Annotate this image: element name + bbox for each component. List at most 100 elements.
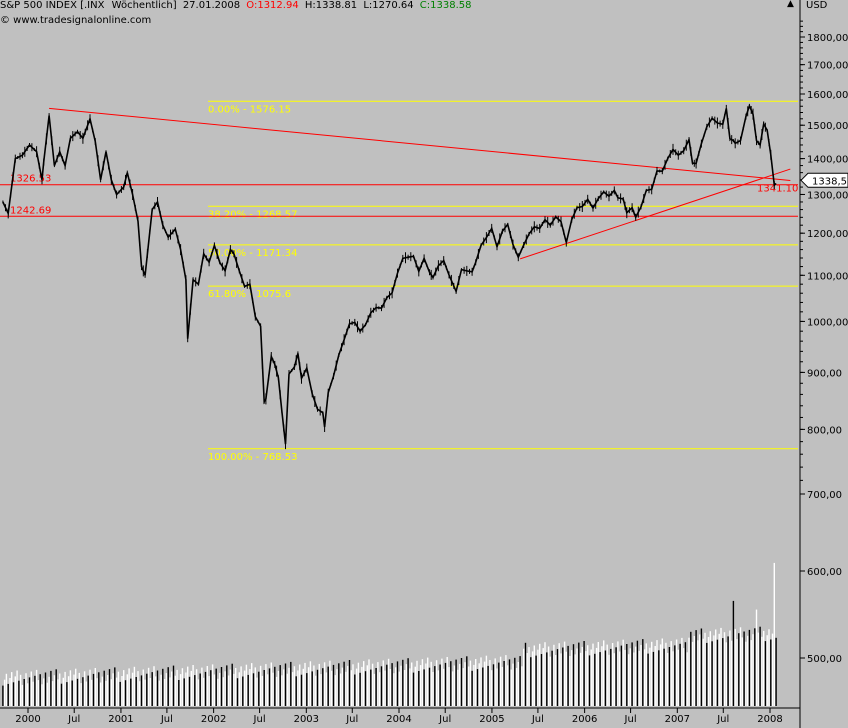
y-axis-unit: USD xyxy=(806,0,828,11)
volume-bar xyxy=(421,659,424,706)
volume-bar xyxy=(39,674,41,706)
y-tick-label: 1000,00 xyxy=(807,317,848,328)
y-tick-label: 1300,00 xyxy=(807,190,848,201)
volume-bar xyxy=(761,636,763,706)
chart-header: S&P 500 INDEX [.INX Wöchentlich] 27.01.2… xyxy=(0,0,472,13)
x-tick-label: 2000 xyxy=(15,714,40,725)
volume-bar xyxy=(579,652,582,706)
volume-bar xyxy=(229,669,232,706)
y-tick-label: 700,00 xyxy=(807,490,842,501)
volume-bar xyxy=(302,668,304,706)
volume-bar xyxy=(432,672,434,706)
volume-bar xyxy=(44,672,47,706)
volume-bar xyxy=(510,669,512,706)
volume-bar xyxy=(172,665,175,706)
volume-bar xyxy=(531,651,534,706)
price-series-line xyxy=(2,103,777,445)
x-tick-label: 2005 xyxy=(479,714,504,725)
fib-level-label: 61.80% - 1075.6 xyxy=(208,289,291,300)
volume-bar xyxy=(549,656,551,706)
volume-bar xyxy=(551,650,553,706)
volume-bar xyxy=(268,668,271,706)
volume-bar xyxy=(599,652,601,706)
volume-bar xyxy=(537,649,539,706)
volume-bar xyxy=(162,668,164,706)
volume-bar xyxy=(745,641,747,706)
volume-bar xyxy=(35,669,38,706)
volume-bar xyxy=(512,663,514,706)
volume-bar xyxy=(734,628,736,706)
volume-bar xyxy=(18,680,20,706)
volume-bar xyxy=(412,672,415,706)
volume-bar xyxy=(151,672,153,706)
volume-bar xyxy=(382,660,384,706)
volume-bar xyxy=(709,631,711,706)
volume-bar xyxy=(590,649,592,706)
volume-bar xyxy=(226,665,228,706)
trend-line xyxy=(49,107,791,182)
volume-bar xyxy=(126,674,128,706)
volume-bar xyxy=(283,669,285,706)
volume-bar xyxy=(466,656,468,706)
volume-bar xyxy=(419,665,422,706)
volume-bar xyxy=(192,665,194,706)
volume-bar xyxy=(553,644,555,706)
scroll-up-icon[interactable]: ▲ xyxy=(787,0,794,9)
volume-bar xyxy=(375,668,377,706)
volume-bar xyxy=(768,629,770,706)
volume-bar xyxy=(131,672,134,706)
volume-bar xyxy=(675,639,678,706)
volume-bar xyxy=(89,669,91,706)
fib-level-label: 0.00% - 1576.15 xyxy=(208,104,291,115)
volume-bar xyxy=(428,667,431,706)
volume-bar xyxy=(211,664,214,706)
volume-bar xyxy=(265,664,267,706)
volume-bar xyxy=(608,654,610,706)
volume-bar xyxy=(498,662,500,706)
x-tick-label: Jul xyxy=(67,714,80,725)
volume-bar xyxy=(366,665,368,706)
header-low: L:1270.64 xyxy=(363,0,414,11)
volume-bar xyxy=(645,643,647,706)
volume-bar xyxy=(215,668,217,706)
volume-bar xyxy=(339,673,342,706)
volume-bar xyxy=(267,674,269,706)
volume-bar xyxy=(535,655,537,706)
volume-bar xyxy=(277,671,280,706)
volume-bar xyxy=(492,664,495,706)
volume-bar xyxy=(327,666,329,706)
volume-bar xyxy=(336,669,338,706)
volume-bar xyxy=(181,668,184,706)
volume-bar xyxy=(368,659,370,706)
volume-bar xyxy=(514,657,516,706)
volume-bar xyxy=(483,661,486,706)
volume-bar xyxy=(208,676,210,706)
volume-bar xyxy=(727,636,729,706)
support-level-label: 1326.53 xyxy=(10,174,51,185)
volume-bar xyxy=(638,650,640,706)
volume-bar xyxy=(642,639,644,706)
volume-bar xyxy=(395,667,397,706)
volume-bar xyxy=(393,673,395,706)
volume-bar xyxy=(663,648,665,706)
x-tick-label: 2004 xyxy=(386,714,411,725)
volume-bar xyxy=(5,673,8,706)
volume-bar xyxy=(633,652,635,706)
volume-bar xyxy=(530,657,532,706)
volume-bar xyxy=(274,666,276,706)
volume-bar xyxy=(496,668,498,706)
volume-bar xyxy=(766,635,768,706)
y-tick-label: 1100,00 xyxy=(807,271,848,282)
volume-bar xyxy=(567,645,569,706)
volume-bar xyxy=(297,670,299,706)
volume-bar xyxy=(439,664,441,706)
volume-bar xyxy=(402,659,404,706)
volume-bar xyxy=(672,651,674,706)
volume-bar xyxy=(348,660,351,706)
volume-bar xyxy=(572,644,575,706)
volume-bar xyxy=(85,681,88,706)
volume-bar xyxy=(387,658,390,706)
volume-bar xyxy=(87,675,89,706)
volume-bar xyxy=(738,633,740,706)
